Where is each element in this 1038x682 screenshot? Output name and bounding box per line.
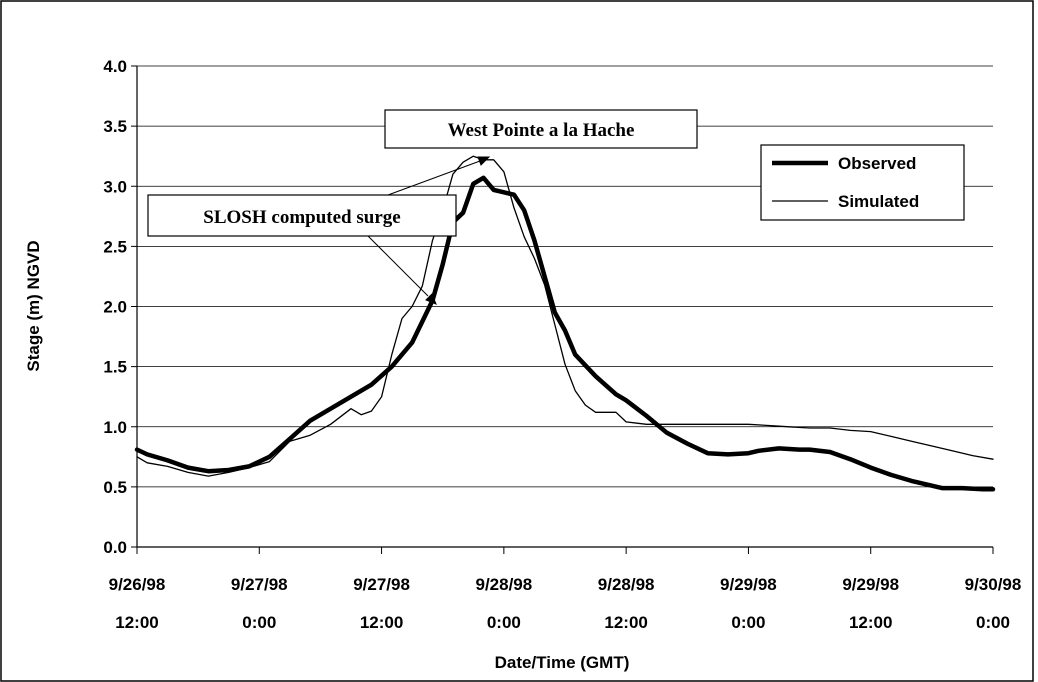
axes: [131, 65, 994, 554]
y-tick-label: 3.0: [103, 177, 127, 196]
x-tick-label-date: 9/29/98: [720, 575, 777, 594]
x-tick-label-date: 9/26/98: [109, 575, 166, 594]
annotation-arrowhead-upper: [477, 156, 491, 166]
y-tick-label: 0.5: [103, 478, 127, 497]
x-tick-label-time: 0:00: [242, 613, 276, 632]
legend-box: [760, 144, 965, 221]
legend: Observed Simulated: [760, 144, 965, 221]
x-tick-label-date: 9/28/98: [475, 575, 532, 594]
x-tick-label-time: 12:00: [360, 613, 403, 632]
y-axis-title: Stage (m) NGVD: [24, 240, 43, 371]
x-tick-label-time: 12:00: [604, 613, 647, 632]
series-line-simulated: [136, 155, 994, 477]
y-tick-label: 1.0: [103, 418, 127, 437]
y-tick-label: 4.0: [103, 57, 127, 76]
annotation-arrows: [367, 156, 491, 305]
x-tick-label-time: 12:00: [115, 613, 158, 632]
x-tick-label-time: 0:00: [487, 613, 521, 632]
x-tick-label-time: 0:00: [731, 613, 765, 632]
annotation-box: [147, 194, 457, 237]
x-axis-title: Date/Time (GMT): [495, 653, 630, 672]
y-tick-label: 1.5: [103, 358, 127, 377]
y-tick-label: 0.0: [103, 538, 127, 557]
chart-title: West Pointe a la Hache: [448, 120, 635, 141]
x-tick-labels: 9/26/98 12:00 9/27/98 0:00 9/27/98 12:00 9/28/…: [109, 575, 1022, 632]
legend-label-simulated: Simulated: [838, 192, 919, 211]
annotation-label: SLOSH computed surge: [203, 207, 400, 228]
y-tick-label: 3.5: [103, 117, 127, 136]
series-line-observed: [134, 175, 996, 492]
x-tick-label-date: 9/30/98: [965, 575, 1022, 594]
annotation-arrow-upper: [387, 160, 481, 196]
y-tick-label: 2.5: [103, 237, 127, 256]
title-box: [384, 109, 698, 149]
x-tick-label-time: 0:00: [976, 613, 1010, 632]
x-tick-label-date: 9/29/98: [842, 575, 899, 594]
x-tick-label-date: 9/28/98: [598, 575, 655, 594]
y-tick-labels: 0.0 0.5 1.0 1.5 2.0 2.5 3.0 3.5 4.0: [103, 57, 127, 557]
x-tick-label-date: 9/27/98: [353, 575, 410, 594]
annotation-arrowhead-lower: [425, 293, 437, 305]
x-tick-label-time: 12:00: [849, 613, 892, 632]
x-tick-label-date: 9/27/98: [231, 575, 288, 594]
legend-label-observed: Observed: [838, 154, 916, 173]
series-lines: [134, 155, 996, 492]
y-tick-label: 2.0: [103, 298, 127, 317]
annotation-arrow-lower: [367, 235, 429, 297]
